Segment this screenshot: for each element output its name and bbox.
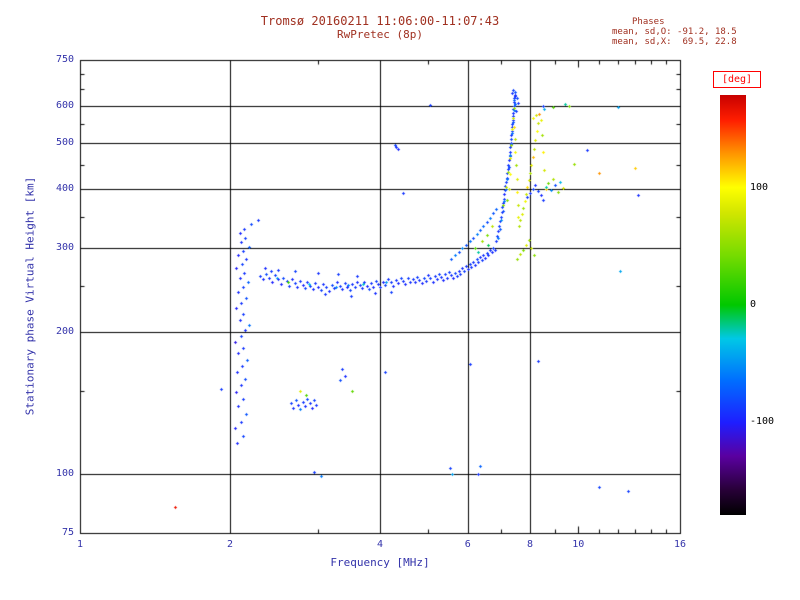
plot-title: Tromsø 20160211 11:06:00-11:07:43 xyxy=(260,14,500,28)
plot-subtitle: RwPretec (8p) xyxy=(336,28,424,41)
x-tick-label: 1 xyxy=(76,539,84,550)
x-tick-label: 6 xyxy=(464,539,471,550)
colorbar-unit-label: [deg] xyxy=(713,71,761,88)
y-tick-label: 300 xyxy=(55,242,74,254)
phases-mean-x-stat: mean, sd,X: 69.5, 22.8 xyxy=(612,37,737,47)
y-tick-label: 500 xyxy=(55,137,74,149)
colorbar-tick-label: 0 xyxy=(750,299,757,310)
colorbar xyxy=(720,95,746,515)
x-tick-label: 10 xyxy=(572,539,585,550)
y-tick-label: 200 xyxy=(55,325,74,337)
x-tick-label: 16 xyxy=(673,539,687,550)
phases-annotation: Phases mean, sd,O: -91.2, 18.5 mean, sd,… xyxy=(612,17,772,47)
x-tick-label: 4 xyxy=(376,539,384,550)
y-tick-label: 75 xyxy=(61,527,74,538)
phases-mean-o-stat: mean, sd,O: -91.2, 18.5 xyxy=(612,27,737,37)
y-axis-label: Stationary phase Virtual Height [km] xyxy=(23,176,37,416)
y-tick-label: 600 xyxy=(55,99,74,111)
y-tick-label: 100 xyxy=(55,467,74,479)
phases-heading: Phases xyxy=(632,17,665,27)
y-tick-label: 400 xyxy=(55,183,74,195)
x-tick-label: 8 xyxy=(526,539,534,550)
colorbar-tick-label: -100 xyxy=(750,415,775,427)
x-axis-label: Frequency [MHz] xyxy=(330,556,430,569)
y-tick-label: 750 xyxy=(55,54,74,65)
colorbar-tick-label: 100 xyxy=(750,182,769,194)
x-tick-label: 2 xyxy=(226,539,234,550)
